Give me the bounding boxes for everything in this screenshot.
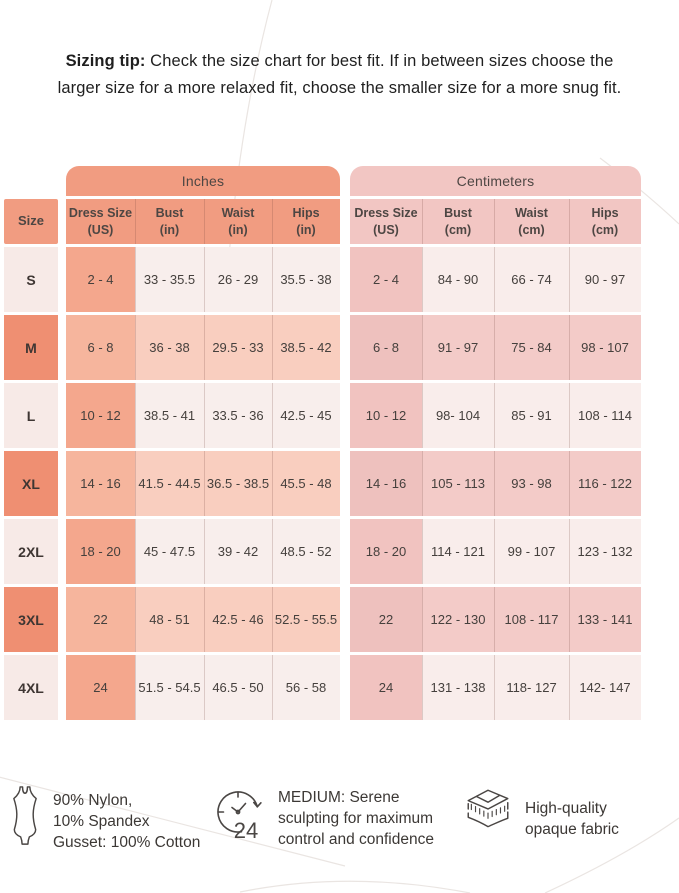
bodysuit-icon — [8, 785, 42, 849]
data-cell: 46.5 - 50 — [204, 655, 272, 720]
data-cell: 22 — [350, 587, 422, 652]
data-cell: 45.5 - 48 — [272, 451, 340, 516]
data-cell: 29.5 - 33 — [204, 315, 272, 380]
size-cell: 4XL — [4, 655, 58, 720]
data-cell: 45 - 47.5 — [135, 519, 204, 584]
column-header: Bust (in) — [135, 199, 204, 244]
data-cell: 98 - 107 — [569, 315, 641, 380]
data-cell: 51.5 - 54.5 — [135, 655, 204, 720]
centimeters-table-title: Centimeters — [350, 166, 641, 196]
size-cell: 2XL — [4, 519, 58, 584]
data-cell: 123 - 132 — [569, 519, 641, 584]
column-header: Bust (cm) — [422, 199, 494, 244]
data-cell: 90 - 97 — [569, 247, 641, 312]
column-header: Waist (cm) — [494, 199, 569, 244]
data-cell: 98- 104 — [422, 383, 494, 448]
sizing-tip-line-2: larger size for a more relaxed fit, choo… — [57, 78, 622, 97]
data-cell: 114 - 121 — [422, 519, 494, 584]
data-cell: 133 - 141 — [569, 587, 641, 652]
feature-fabric: High-quality opaque fabric — [462, 785, 619, 840]
clock-24-icon: 24 — [215, 785, 267, 843]
data-cell: 142- 147 — [569, 655, 641, 720]
data-cell: 36.5 - 38.5 — [204, 451, 272, 516]
data-cell: 14 - 16 — [66, 451, 135, 516]
data-cell: 18 - 20 — [350, 519, 422, 584]
feature-material: 90% Nylon, 10% Spandex Gusset: 100% Cott… — [8, 785, 200, 854]
data-cell: 24 — [350, 655, 422, 720]
data-cell: 108 - 117 — [494, 587, 569, 652]
column-header: Hips (cm) — [569, 199, 641, 244]
sizing-tip-line-1: Sizing tip: Check the size chart for bes… — [65, 52, 614, 70]
data-cell: 52.5 - 55.5 — [272, 587, 340, 652]
data-cell: 91 - 97 — [422, 315, 494, 380]
data-cell: 42.5 - 45 — [272, 383, 340, 448]
feature-material-text: 90% Nylon, 10% Spandex Gusset: 100% Cott… — [53, 792, 201, 852]
data-cell: 85 - 91 — [494, 383, 569, 448]
sizing-tip-label: Sizing tip: — [65, 52, 146, 70]
data-cell: 10 - 12 — [350, 383, 422, 448]
size-cell: L — [4, 383, 58, 448]
size-column-header: Size — [4, 199, 58, 244]
data-cell: 108 - 114 — [569, 383, 641, 448]
data-cell: 75 - 84 — [494, 315, 569, 380]
data-cell: 48.5 - 52 — [272, 519, 340, 584]
data-cell: 66 - 74 — [494, 247, 569, 312]
data-cell: 36 - 38 — [135, 315, 204, 380]
data-cell: 105 - 113 — [422, 451, 494, 516]
column-header: Dress Size (US) — [66, 199, 135, 244]
data-cell: 33 - 35.5 — [135, 247, 204, 312]
data-cell: 93 - 98 — [494, 451, 569, 516]
data-cell: 84 - 90 — [422, 247, 494, 312]
data-cell: 131 - 138 — [422, 655, 494, 720]
size-chart: Inches Centimeters Size Dress Size (US) Bus… — [4, 166, 641, 720]
feature-fabric-text: High-quality opaque fabric — [525, 800, 619, 839]
data-cell: 26 - 29 — [204, 247, 272, 312]
data-cell: 56 - 58 — [272, 655, 340, 720]
data-cell: 22 — [66, 587, 135, 652]
size-cell: XL — [4, 451, 58, 516]
column-header: Hips (in) — [272, 199, 340, 244]
data-cell: 118- 127 — [494, 655, 569, 720]
data-cell: 38.5 - 42 — [272, 315, 340, 380]
data-cell: 6 - 8 — [350, 315, 422, 380]
inches-table-title: Inches — [66, 166, 340, 196]
data-cell: 41.5 - 44.5 — [135, 451, 204, 516]
sizing-tip: Sizing tip: Check the size chart for bes… — [20, 48, 659, 101]
data-cell: 33.5 - 36 — [204, 383, 272, 448]
data-cell: 42.5 - 46 — [204, 587, 272, 652]
feature-control-text: MEDIUM: Serene sculpting for maximum con… — [278, 789, 434, 849]
data-cell: 99 - 107 — [494, 519, 569, 584]
data-cell: 14 - 16 — [350, 451, 422, 516]
data-cell: 39 - 42 — [204, 519, 272, 584]
data-cell: 24 — [66, 655, 135, 720]
data-cell: 48 - 51 — [135, 587, 204, 652]
fabric-layers-icon — [462, 785, 514, 835]
size-cell: 3XL — [4, 587, 58, 652]
data-cell: 35.5 - 38 — [272, 247, 340, 312]
feature-control: 24 MEDIUM: Serene sculpting for maximum … — [215, 785, 434, 851]
data-cell: 10 - 12 — [66, 383, 135, 448]
size-cell: S — [4, 247, 58, 312]
data-cell: 2 - 4 — [350, 247, 422, 312]
data-cell: 18 - 20 — [66, 519, 135, 584]
column-header: Waist (in) — [204, 199, 272, 244]
column-header: Dress Size (US) — [350, 199, 422, 244]
size-cell: M — [4, 315, 58, 380]
features-section: 90% Nylon, 10% Spandex Gusset: 100% Cott… — [0, 781, 679, 881]
data-cell: 116 - 122 — [569, 451, 641, 516]
svg-text:24: 24 — [234, 818, 258, 843]
data-cell: 6 - 8 — [66, 315, 135, 380]
data-cell: 38.5 - 41 — [135, 383, 204, 448]
data-cell: 122 - 130 — [422, 587, 494, 652]
data-cell: 2 - 4 — [66, 247, 135, 312]
